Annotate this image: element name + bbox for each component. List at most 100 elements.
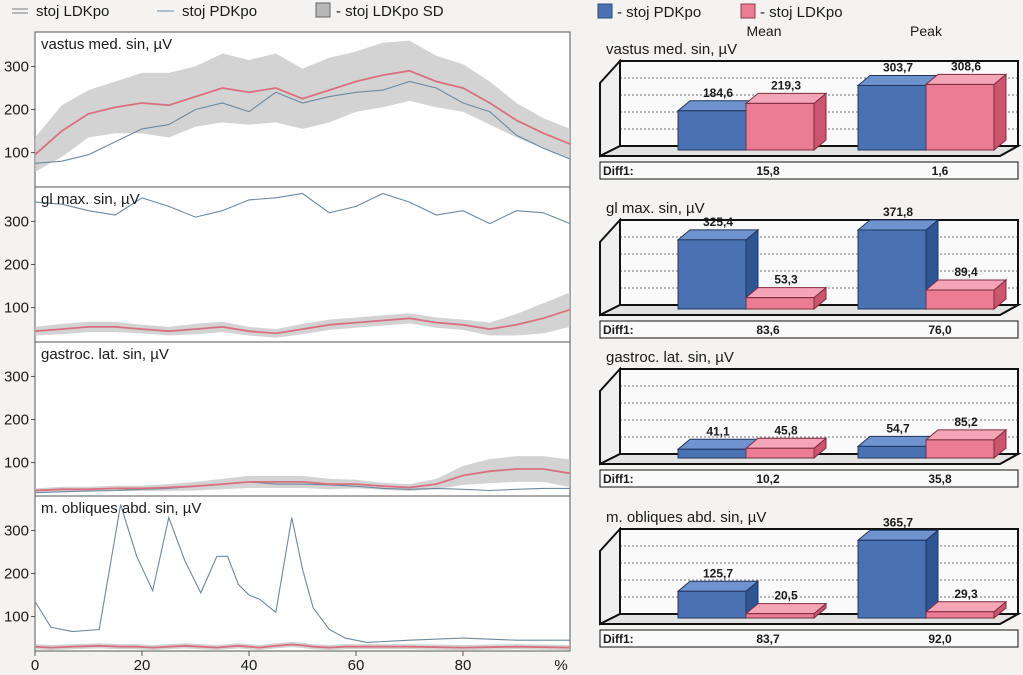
legend-label: - stoj LDKpo <box>760 4 843 21</box>
chart-side-wall <box>599 526 621 626</box>
series-line-pdk <box>34 481 570 494</box>
y-tick-label: 200 <box>4 566 29 583</box>
x-axis-unit: % <box>554 657 567 674</box>
diff-row <box>599 161 1019 180</box>
bar <box>925 439 995 459</box>
bar-panel-title: gastroc. lat. sin, µV <box>606 349 734 366</box>
bar-panel: gastroc. lat. sin, µV 41,1 54,7 45,8 85,2 Dif… <box>599 349 1022 488</box>
line-panel: 100 200 300 vastus med. sin, µV <box>4 36 571 172</box>
column-header-peak: Peak <box>910 23 943 39</box>
panel-title: gastroc. lat. sin, µV <box>41 346 169 363</box>
bar-top <box>856 529 940 541</box>
y-tick-label: 200 <box>4 102 29 119</box>
bar-value-label: 45,8 <box>774 423 798 437</box>
bar-value-label: 89,4 <box>954 265 978 279</box>
bar-panel-title: m. obliques abd. sin, µV <box>606 509 766 526</box>
bar <box>857 445 927 459</box>
bar-side <box>993 73 1007 152</box>
bar-top <box>924 429 1008 441</box>
y-tick-label: 300 <box>4 522 29 539</box>
series-line-ldk-mean <box>34 468 571 492</box>
bar-panel: m. obliques abd. sin, µV 125,7 365,7 20,5 29… <box>599 509 1022 648</box>
chart-side-wall <box>599 366 621 466</box>
bar-value-label: 29,3 <box>954 587 978 601</box>
bar <box>677 239 747 310</box>
series-line-ldk-mean <box>34 308 571 335</box>
diff-row <box>599 469 1019 488</box>
bar-value-label: 85,2 <box>954 415 978 429</box>
bar-top <box>924 279 1008 291</box>
bar <box>925 611 995 619</box>
bar <box>925 83 995 151</box>
diff-row <box>599 320 1019 339</box>
bar-value-label: 303,7 <box>883 60 913 74</box>
legend-label: - stoj PDKpo <box>617 4 701 21</box>
diff-value-peak: 92,0 <box>928 632 952 646</box>
diff-value-mean: 83,6 <box>756 323 780 337</box>
bar-panel: vastus med. sin, µV 184,6 303,7 219,3 308,6 D… <box>599 41 1022 180</box>
y-tick-label: 100 <box>4 300 29 317</box>
series-line-pdk <box>34 80 571 164</box>
bar-value-label: 54,7 <box>886 421 910 435</box>
bar <box>745 613 815 619</box>
y-tick-label: 100 <box>4 455 29 472</box>
diff-label: Diff1: <box>603 323 634 337</box>
y-tick-label: 200 <box>4 257 29 274</box>
legend-swatch-blue <box>597 3 613 19</box>
y-tick-label: 200 <box>4 412 29 429</box>
legend-left: stoj LDKpo stoj PDKpo - stoj LDKpo SD <box>12 2 444 20</box>
panel-title: m. obliques abd. sin, µV <box>41 500 201 517</box>
bar-top <box>744 92 828 104</box>
line-panel: 100 200 300 gl max. sin, µV <box>4 186 571 338</box>
panel-title: vastus med. sin, µV <box>41 36 172 53</box>
bar-value-label: 53,3 <box>774 273 798 287</box>
diff-value-mean: 15,8 <box>756 164 780 178</box>
series-line-pdk <box>34 504 570 643</box>
diff-value-peak: 35,8 <box>928 472 952 486</box>
x-tick-label: 60 <box>348 657 365 674</box>
legend-label: - stoj LDKpo SD <box>336 3 444 20</box>
x-tick-label: 40 <box>241 657 258 674</box>
sd-band <box>35 292 570 338</box>
chart-side-wall <box>599 217 621 317</box>
legend-right: - stoj PDKpo - stoj LDKpo <box>597 3 843 21</box>
series-line-ldk-mean <box>34 643 571 649</box>
series-line-ldk-mean <box>34 69 571 156</box>
bar <box>857 539 927 619</box>
bar-top <box>676 229 760 241</box>
x-tick-label: 80 <box>455 657 472 674</box>
bar-value-label: 20,5 <box>774 589 798 603</box>
diff-label: Diff1: <box>603 632 634 646</box>
legend-swatch-sd <box>315 2 331 18</box>
diff-value-mean: 83,7 <box>756 632 780 646</box>
bar <box>745 447 815 459</box>
bar <box>925 289 995 310</box>
bar-panel-title: vastus med. sin, µV <box>606 41 737 58</box>
bar-top <box>924 601 1008 613</box>
bar <box>745 102 815 151</box>
bar-top <box>676 580 760 592</box>
diff-label: Diff1: <box>603 164 634 178</box>
bar-panel-title: gl max. sin, µV <box>606 200 705 217</box>
chart-side-wall <box>599 58 621 158</box>
bar-top <box>744 603 828 615</box>
bar-top <box>744 437 828 449</box>
bar-value-label: 308,6 <box>951 59 981 73</box>
bar-value-label: 219,3 <box>771 78 801 92</box>
bar <box>857 229 927 310</box>
y-tick-label: 100 <box>4 145 29 162</box>
diff-value-mean: 10,2 <box>756 472 780 486</box>
line-panel: 100 200 300 m. obliques abd. sin, µV <box>4 495 571 651</box>
legend-swatch-pink <box>740 3 756 19</box>
bar-value-label: 371,8 <box>883 205 913 219</box>
x-axis: 0 20 40 60 80% <box>31 651 568 674</box>
legend-label: stoj PDKpo <box>182 3 257 20</box>
bar <box>857 84 927 151</box>
x-tick-label: 0 <box>31 657 39 674</box>
bar-value-label: 325,4 <box>703 215 733 229</box>
diff-value-peak: 76,0 <box>928 323 952 337</box>
panel-title: gl max. sin, µV <box>41 191 140 208</box>
bar-top <box>856 219 940 231</box>
